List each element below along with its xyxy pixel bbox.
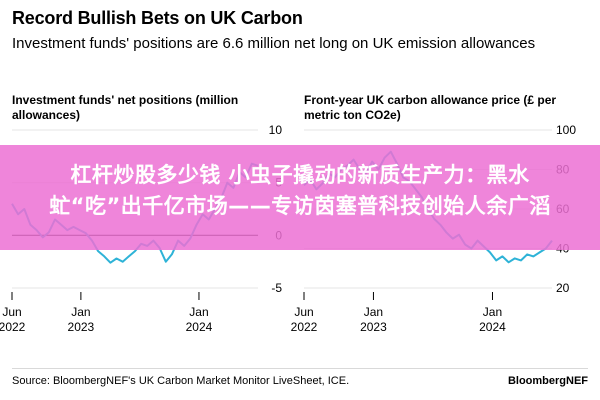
y-tick-label: 10 xyxy=(269,123,283,137)
x-tick-month: Jun xyxy=(2,305,21,319)
x-tick-month: Jan xyxy=(189,305,208,319)
y-tick-label: 20 xyxy=(556,281,570,295)
x-tick-year: 2024 xyxy=(479,320,506,334)
overlay-line-1: 杠杆炒股多少钱 小虫子撬动的新质生产力：黑水 xyxy=(70,163,530,187)
x-tick-year: 2024 xyxy=(186,320,213,334)
x-tick-year: 2022 xyxy=(291,320,318,334)
x-tick-month: Jan xyxy=(71,305,90,319)
x-tick-month: Jan xyxy=(483,305,502,319)
footer-divider xyxy=(12,368,588,369)
chart-subtitle: Investment funds' positions are 6.6 mill… xyxy=(12,35,536,52)
left-panel-title: Investment funds' net positions (million… xyxy=(12,93,239,122)
overlay-banner xyxy=(0,145,600,250)
y-tick-label: 100 xyxy=(556,123,576,137)
y-tick-label: -5 xyxy=(271,281,282,295)
x-tick-month: Jan xyxy=(364,305,383,319)
overlay-text: 杠杆炒股多少钱 小虫子撬动的新质生产力：黑水 虻“吃”出千亿市场——专访茵塞普科… xyxy=(0,160,600,222)
overlay-line-2: 虻“吃”出千亿市场——专访茵塞普科技创始人余广滔 xyxy=(49,194,551,218)
x-tick-year: 2023 xyxy=(360,320,387,334)
chart-title: Record Bullish Bets on UK Carbon xyxy=(12,8,303,28)
x-tick-year: 2023 xyxy=(68,320,95,334)
x-tick-month: Jun xyxy=(294,305,313,319)
source-note: Source: BloombergNEF's UK Carbon Market … xyxy=(12,375,350,387)
x-tick-year: 2022 xyxy=(0,320,26,334)
brand-logo-text: BloombergNEF xyxy=(507,375,588,387)
right-panel-title: Front-year UK carbon allowance price (£ … xyxy=(304,93,557,122)
